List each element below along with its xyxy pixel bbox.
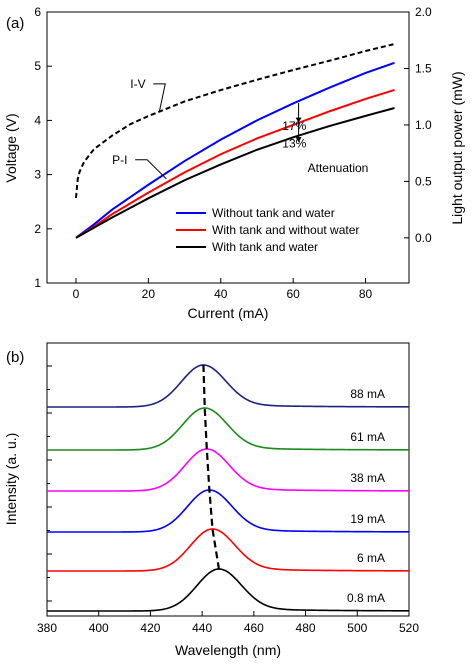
a-right-y-tick-label: 0.5 (415, 174, 432, 188)
panel-a-legend: Without tank and water With tank and wit… (176, 206, 359, 254)
a-left-y-tick-label: 4 (34, 113, 41, 127)
series-line-with-tank-and-without-water (75, 88, 395, 239)
series-line-without-tank-and-water (75, 61, 395, 239)
spectrum-0-8-ma (47, 568, 409, 612)
a-x-tick-label: 60 (286, 287, 300, 301)
panel-a-series (74, 43, 395, 239)
b-x-tick-label: 460 (244, 621, 264, 635)
panel-b-x-ticks: 380 400 420 440 460 480 500 520 (37, 611, 419, 635)
spectrum-38-ma (47, 448, 409, 492)
a-left-y-tick-label: 5 (34, 59, 41, 73)
a-right-y-tick-label: 0.0 (415, 231, 432, 245)
spectrum-61-ma (47, 407, 410, 451)
a-x-tick-label: 40 (214, 287, 228, 301)
a-x-tick-label: 80 (359, 287, 373, 301)
a-left-y-tick-label: 1 (34, 276, 41, 290)
annotation-13: 13% (282, 137, 306, 151)
panel-a-left-y-axis-label: Voltage (V) (3, 113, 19, 182)
series-line-with-tank-and-water (75, 107, 395, 239)
a-left-y-tick-label: 3 (34, 168, 41, 182)
a-x-tick-label: 20 (142, 287, 156, 301)
spectrum-19-ma (47, 489, 410, 533)
panel-b-label: (b) (6, 349, 24, 366)
b-x-tick-label: 520 (399, 621, 419, 635)
series-label-19-ma: 19 mA (350, 512, 385, 526)
panel-a-plot-frame (46, 11, 410, 284)
spectrum-6-ma (47, 528, 409, 572)
panel-b-series (47, 364, 410, 612)
b-x-tick-label: 420 (140, 621, 160, 635)
legend-label-with-tank-and-water: With tank and water (212, 240, 318, 254)
attenuation-arrow-head (295, 117, 302, 123)
b-x-tick-label: 400 (89, 621, 109, 635)
annotation-17: 17% (282, 119, 306, 133)
annotation-pointer-p-i (135, 159, 167, 180)
annotation-i-v: I-V (130, 77, 145, 91)
panel-a-right-y-ticks: 0.0 0.5 1.0 1.5 2.0 (404, 5, 432, 245)
panel-b-series-labels: 88 mA 61 mA 38 mA 19 mA 6 mA 0.8 mA (347, 387, 385, 605)
panel-a-x-axis-label: Current (mA) (188, 305, 269, 321)
series-label-0-8-ma: 0.8 mA (347, 591, 385, 605)
panel-b-x-axis-label: Wavelength (nm) (175, 642, 281, 658)
panel-b-y-axis-label: Intensity (a. u.) (3, 433, 19, 526)
series-line-i-v (74, 43, 395, 199)
spectrum-88-ma (47, 364, 409, 408)
panel-a-x-ticks: 0 20 40 60 80 (73, 278, 373, 301)
series-label-6-ma: 6 mA (357, 551, 385, 565)
b-x-tick-label: 380 (37, 621, 57, 635)
a-right-y-tick-label: 1.5 (415, 61, 432, 75)
a-left-y-tick-label: 2 (34, 222, 41, 236)
attenuation-arrow-head (295, 137, 302, 143)
panel-b-plot-frame (46, 342, 410, 617)
series-label-88-ma: 88 mA (350, 387, 385, 401)
panel-a-annotations: I-V P-I 17% 13%Attenuation (112, 77, 369, 180)
legend-label-without-tank-and-water: Without tank and water (212, 206, 335, 220)
panel-a-left-y-ticks: 1 2 3 4 5 6 (34, 5, 52, 290)
legend-label-with-tank-and-without-water: With tank and without water (212, 223, 359, 237)
panel-a: (a) 0 20 40 60 80 1 2 3 4 5 6 0.0 0.5 1.0 1.5 2.0 I-V… (3, 5, 465, 321)
a-right-y-tick-label: 1.0 (415, 118, 432, 132)
b-x-tick-label: 500 (347, 621, 367, 635)
a-left-y-tick-label: 6 (34, 5, 41, 19)
series-label-61-ma: 61 mA (350, 430, 385, 444)
annotation-pointer-i-v (153, 83, 166, 113)
panel-b-y-ticks (47, 365, 52, 602)
a-right-y-tick-label: 2.0 (415, 5, 432, 19)
panel-b: (b) 380 400 420 440 460 480 500 520 88 mA 61 mA 3… (3, 342, 419, 658)
panel-a-right-y-axis-label: Light output power (mW) (449, 71, 465, 224)
annotation-p-i: P-I (112, 153, 127, 167)
annotation-attenuation: Attenuation (308, 161, 369, 175)
a-x-tick-label: 0 (73, 287, 80, 301)
series-label-38-ma: 38 mA (350, 471, 385, 485)
b-x-tick-label: 440 (192, 621, 212, 635)
panel-a-label: (a) (6, 15, 24, 32)
b-x-tick-label: 480 (296, 621, 316, 635)
panel-b-peak-trend-line (202, 364, 221, 570)
